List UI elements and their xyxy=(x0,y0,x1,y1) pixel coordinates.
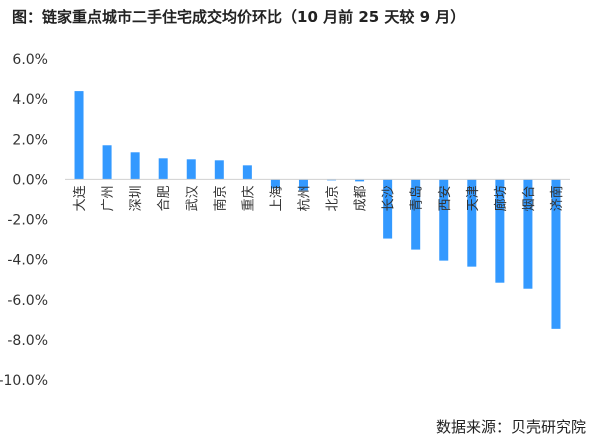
bar xyxy=(439,179,449,261)
bar xyxy=(327,179,337,181)
bar xyxy=(270,179,280,189)
y-tick-label: 4.0% xyxy=(12,92,48,108)
y-tick-label: -6.0% xyxy=(7,293,48,309)
bar xyxy=(467,179,477,267)
bar xyxy=(551,179,561,329)
x-tick-label: 深圳 xyxy=(129,185,144,211)
bar xyxy=(355,179,365,182)
x-tick-label: 上海 xyxy=(269,185,284,211)
x-tick-label: 廊坊 xyxy=(493,185,509,211)
x-tick-label: 杭州 xyxy=(297,185,312,211)
bar xyxy=(74,91,84,180)
x-tick-label: 南京 xyxy=(212,185,228,211)
chart-title: 图：链家重点城市二手住宅成交均价环比（10 月前 25 天较 9 月） xyxy=(12,8,466,26)
x-tick-label: 武汉 xyxy=(185,185,200,211)
source-note: 数据来源：贝壳研究院 xyxy=(435,418,586,436)
y-tick-label: -10.0% xyxy=(0,373,48,389)
x-tick-label: 重庆 xyxy=(240,185,256,211)
y-tick-label: 0.0% xyxy=(12,172,48,188)
x-tick-label: 广州 xyxy=(101,185,116,211)
bar xyxy=(242,165,252,180)
bar xyxy=(214,160,224,180)
bar xyxy=(102,145,112,180)
y-tick-label: 2.0% xyxy=(12,132,48,148)
bar xyxy=(383,179,393,239)
x-tick-label: 烟台 xyxy=(522,185,537,211)
bar xyxy=(158,158,168,180)
x-tick-label: 合肥 xyxy=(157,185,172,211)
y-tick-label: 6.0% xyxy=(12,52,48,68)
y-tick-label: -4.0% xyxy=(7,253,48,269)
x-tick-label: 北京 xyxy=(326,185,341,211)
y-tick-label: -2.0% xyxy=(7,213,48,229)
x-tick-label: 长沙 xyxy=(382,185,397,211)
bar xyxy=(186,159,196,180)
bar xyxy=(523,179,533,289)
x-tick-label: 成都 xyxy=(354,185,369,211)
x-tick-label: 青岛 xyxy=(409,185,425,211)
bar xyxy=(130,152,140,180)
x-tick-label: 西安 xyxy=(438,185,453,211)
x-tick-label: 天津 xyxy=(466,185,481,211)
bar xyxy=(411,179,421,250)
y-tick-label: -8.0% xyxy=(7,333,48,349)
bar xyxy=(298,179,308,191)
bar xyxy=(495,179,505,283)
x-tick-label: 济南 xyxy=(549,185,565,211)
x-tick-label: 大连 xyxy=(72,185,88,211)
